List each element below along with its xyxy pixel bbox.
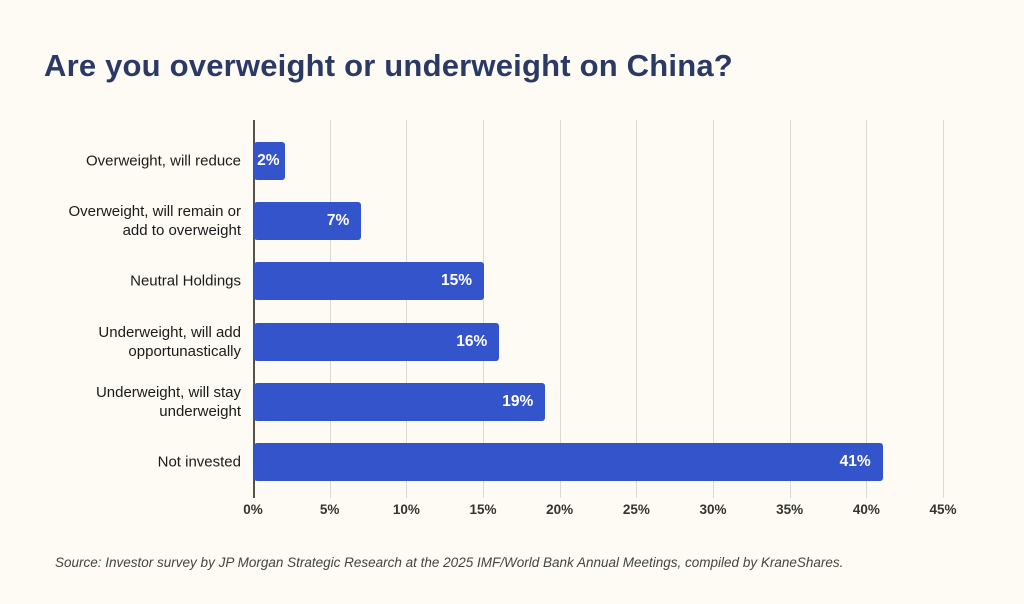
category-axis: Overweight, will reduce Overweight, will … <box>0 120 247 490</box>
chart-title: Are you overweight or underweight on Chi… <box>44 48 733 83</box>
grid-line <box>943 120 944 498</box>
grid-line <box>636 120 638 498</box>
source-note: Source: Investor survey by JP Morgan Str… <box>55 555 844 570</box>
bar-value-label: 19% <box>502 392 534 410</box>
grid-line <box>329 120 331 498</box>
category-label: Underweight, will add opportunastically <box>98 323 241 360</box>
bar: 7% <box>254 202 362 241</box>
bar-value-label: 2% <box>257 152 280 169</box>
bar: 19% <box>254 382 546 421</box>
grid-line <box>559 120 561 498</box>
x-tick-label: 10% <box>392 502 420 517</box>
category-label: Neutral Holdings <box>130 272 241 290</box>
bar-value-label: 7% <box>326 212 350 230</box>
bar: 16% <box>254 322 500 361</box>
x-tick-label: 40% <box>852 502 880 517</box>
grid-line <box>789 120 791 498</box>
bar-value-label: 16% <box>456 332 488 350</box>
grid-line <box>866 120 868 498</box>
bar: 15% <box>254 262 484 301</box>
x-tick-label: 30% <box>699 502 727 517</box>
grid-line <box>406 120 408 498</box>
x-tick-label: 5% <box>319 502 340 517</box>
x-tick-label: 45% <box>929 502 957 517</box>
x-tick-label: 25% <box>622 502 650 517</box>
y-axis-line <box>253 120 255 498</box>
x-tick-label: 20% <box>546 502 574 517</box>
category-label: Underweight, will stay underweight <box>95 383 241 420</box>
plot-area: 0% 5% 10% 15% 20% 25% 30% 35% 40% 45% 2% 7% 15% 16% 19… <box>243 120 957 517</box>
grid-line <box>713 120 714 498</box>
bar: 41% <box>254 443 883 481</box>
x-tick-label: 15% <box>469 502 497 517</box>
category-label: Not invested <box>157 453 241 471</box>
bar-value-label: 41% <box>839 453 871 470</box>
bar-value-label: 15% <box>440 272 472 290</box>
category-label: Overweight, will reduce <box>85 152 241 170</box>
x-tick-label: 0% <box>243 502 263 517</box>
bar: 2% <box>254 142 285 180</box>
x-tick-label: 35% <box>776 502 804 517</box>
category-label: Overweight, will remain or add to overwe… <box>68 203 241 240</box>
grid-line <box>483 120 484 498</box>
